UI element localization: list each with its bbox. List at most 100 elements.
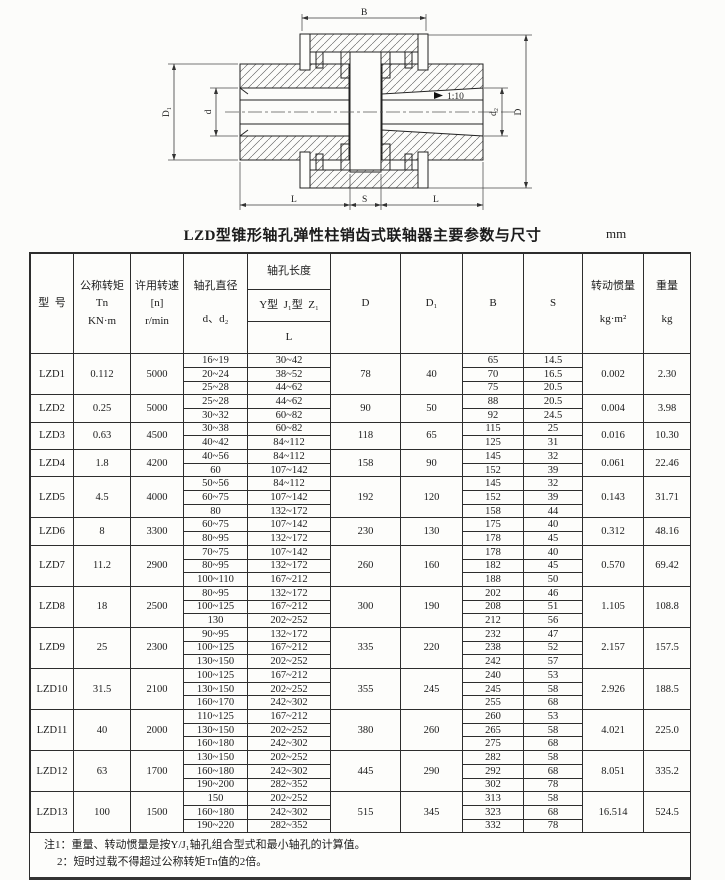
speed-cell: 1700 — [130, 750, 184, 793]
model-cell: LZD6 — [30, 517, 74, 546]
B-cell: 282 — [462, 750, 524, 765]
bore-length-cell: 84~112 — [247, 476, 331, 492]
weight-cell: 69.42 — [643, 544, 691, 587]
header-inertia: 转动惯量 kg·m² — [582, 252, 644, 355]
dim-label-L-right: L — [433, 195, 439, 205]
bore-diameter-cell: 16~19 — [183, 353, 248, 368]
bore-length-cell: 202~252 — [247, 613, 331, 628]
inertia-cell: 1.105 — [582, 585, 644, 628]
B-cell: 323 — [462, 804, 524, 820]
weight-cell: 10.30 — [643, 421, 691, 451]
header-line: 转动惯量 — [591, 280, 635, 293]
note-line-1: 注1：重量、转动惯量是按Y/J₁轴孔组合型式和最小轴孔的计算值。 — [44, 839, 366, 852]
bore-diameter-cell: 60~75 — [183, 490, 248, 505]
table-row: LZD1 0.112 5000 16~19 30~42 78 40 65 14.5 0.002 2.… — [30, 353, 691, 396]
S-cell: 14.5 — [523, 353, 583, 368]
header-D: D — [330, 252, 401, 355]
B-cell: 332 — [462, 818, 524, 834]
S-cell: 53 — [523, 709, 583, 724]
torque-cell: 100 — [73, 791, 131, 834]
bore-length-cell: 167~212 — [247, 668, 331, 683]
bore-length-cell: 30~42 — [247, 353, 331, 368]
bore-length-cell: 167~212 — [247, 572, 331, 587]
B-cell: 202 — [462, 585, 524, 601]
D-cell: 158 — [330, 448, 401, 478]
bore-diameter-cell: 130~150 — [183, 750, 248, 765]
table-row: LZD8 18 2500 80~95 132~172 300 190 202 46 1.105 10… — [30, 585, 691, 628]
torque-cell: 40 — [73, 709, 131, 752]
header-bore-length-L: L — [247, 320, 331, 355]
header-D1: D₁ — [400, 252, 463, 355]
bore-diameter-cell: 130~150 — [183, 681, 248, 697]
bore-length-cell: 38~52 — [247, 366, 331, 382]
S-cell: 53 — [523, 668, 583, 683]
right-hub: 1:10 — [381, 63, 484, 161]
B-cell: 65 — [462, 353, 524, 368]
S-cell: 25 — [523, 421, 583, 437]
unit-label: mm — [606, 226, 627, 241]
bore-diameter-cell: 130 — [183, 613, 248, 628]
inertia-cell: 16.514 — [582, 791, 644, 834]
bore-length-cell: 44~62 — [247, 394, 331, 409]
inertia-cell: 0.570 — [582, 544, 644, 587]
torque-cell: 0.63 — [73, 421, 131, 451]
coupling-section-view: 1:10 — [162, 8, 532, 210]
bore-diameter-cell: 160~170 — [183, 695, 248, 711]
table-row: LZD9 25 2300 90~95 132~172 335 220 232 47 2.157 15… — [30, 626, 691, 670]
speed-cell: 5000 — [130, 394, 184, 423]
B-cell: 75 — [462, 380, 524, 396]
bore-diameter-cell: 90~95 — [183, 626, 248, 642]
header-row: 型 号 公称转矩 Tn KN·m 许用转速 [n] r/min — [30, 252, 691, 355]
bore-length-cell: 242~302 — [247, 736, 331, 752]
table-row: 130 202~252 212 56 — [31, 613, 691, 628]
weight-cell: 524.5 — [643, 791, 691, 834]
model-cell: LZD11 — [30, 709, 74, 752]
S-cell: 40 — [523, 517, 583, 533]
header-weight: 重量 kg — [643, 252, 691, 355]
header-line: 重量 — [656, 280, 678, 293]
bore-diameter-cell: 80~95 — [183, 558, 248, 574]
table-row: LZD3 0.63 4500 30~38 60~82 118 65 115 25 0.016 10.… — [30, 421, 691, 451]
bore-diameter-cell: 110~125 — [183, 709, 248, 724]
model-cell: LZD1 — [30, 353, 74, 396]
B-cell: 255 — [462, 695, 524, 711]
D-cell: 335 — [330, 626, 401, 670]
page-title: LZD型锥形轴孔弹性柱销齿式联轴器主要参数与尺寸 — [183, 228, 542, 244]
B-cell: 182 — [462, 558, 524, 574]
bore-diameter-cell: 160~180 — [183, 804, 248, 820]
B-cell: 302 — [462, 777, 524, 793]
S-cell: 39 — [523, 462, 583, 478]
S-cell: 68 — [523, 736, 583, 752]
torque-cell: 1.8 — [73, 448, 131, 478]
header-line: 轴孔直径 — [193, 280, 238, 293]
table-row: 80~95 132~172 182 45 — [31, 558, 691, 574]
D1-cell: 130 — [400, 517, 463, 546]
speed-cell: 2300 — [130, 626, 184, 670]
table-header: 型 号 公称转矩 Tn KN·m 许用转速 [n] r/min — [30, 252, 691, 355]
torque-cell: 18 — [73, 585, 131, 628]
B-cell: 313 — [462, 791, 524, 806]
table-row: 80 132~172 158 44 — [31, 503, 691, 519]
D1-cell: 90 — [400, 448, 463, 478]
S-cell: 68 — [523, 763, 583, 779]
header-line: kg — [661, 313, 673, 326]
inertia-cell: 8.051 — [582, 750, 644, 793]
bore-length-cell: 84~112 — [247, 435, 331, 450]
S-cell: 20.5 — [523, 380, 583, 396]
dim-label-S: S — [362, 195, 367, 205]
bore-length-cell: 202~252 — [247, 791, 331, 806]
bore-diameter-cell: 80 — [183, 503, 248, 519]
D1-cell: 120 — [400, 476, 463, 519]
model-cell: LZD13 — [30, 791, 74, 834]
header-S: S — [523, 252, 583, 355]
parameter-table: 型 号 公称转矩 Tn KN·m 许用转速 [n] r/min — [30, 252, 691, 834]
bore-length-cell: 167~212 — [247, 640, 331, 656]
table-row: LZD13 100 1500 150 202~252 515 345 313 58 16.514 5… — [30, 791, 691, 834]
speed-cell: 2000 — [130, 709, 184, 752]
B-cell: 260 — [462, 709, 524, 724]
B-cell: 245 — [462, 681, 524, 697]
bore-length-cell: 167~212 — [247, 709, 331, 724]
D1-cell: 50 — [400, 394, 463, 423]
S-cell: 78 — [523, 818, 583, 834]
table-row: LZD6 8 3300 60~75 107~142 230 130 175 40 0.312 48.… — [30, 517, 691, 546]
